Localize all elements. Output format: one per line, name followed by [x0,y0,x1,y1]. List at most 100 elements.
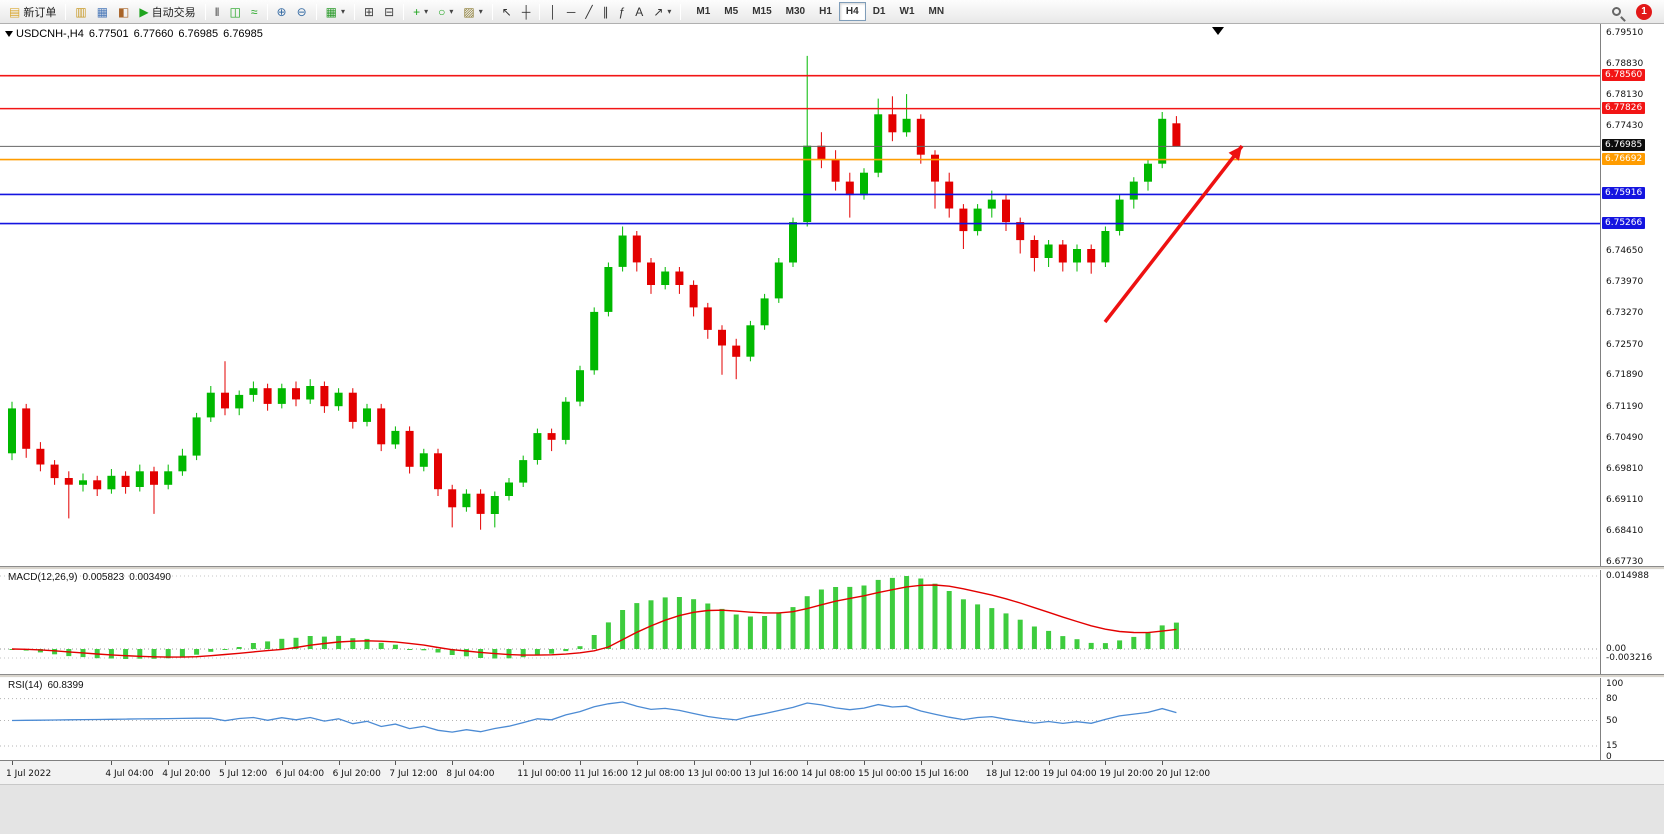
candle-down [1016,222,1025,241]
timeframe-h1[interactable]: H1 [819,6,832,17]
price-label: 6.67730 [1606,557,1644,567]
timeframe-m30[interactable]: M30 [785,6,806,17]
candle-down [732,345,741,357]
chart-shift-icon[interactable]: ⊟ [379,2,399,22]
dropdown-caret-icon[interactable]: ▾ [449,7,454,16]
macd-axis[interactable]: 0.014988 0.00 -0.003216 [1600,570,1664,674]
timeframe-group: M1 M5 M15 M30 H1 H4 D1 W1 MN [689,2,951,21]
candle-down [831,159,840,182]
time-tick [1048,761,1050,765]
candle-up [277,388,286,404]
macd-axis-label: 0.00 [1606,644,1627,654]
templates-icon[interactable]: ▨ ▾ [458,2,487,22]
arrows-icon[interactable]: ↗ ▾ [648,2,676,22]
time-label: 15 Jul 16:00 [914,769,969,779]
timeframe-w1[interactable]: W1 [899,6,915,17]
macd-histogram-bar [691,599,697,649]
candle-up [391,430,400,445]
tile-windows-icon[interactable]: ▦ ▾ [321,2,350,22]
candle-up [306,386,315,400]
dropdown-caret-icon[interactable]: ▾ [424,7,429,16]
candle-up [192,417,201,456]
macd-histogram-bar [719,608,725,649]
rsi-axis[interactable]: 100 80 50 15 0 [1600,678,1664,762]
fibonacci-icon[interactable]: ƒ [614,2,631,22]
search-button[interactable] [1607,2,1626,22]
pane-separator[interactable] [0,674,1664,678]
timeframe-m1[interactable]: M1 [696,6,711,17]
timeframe-h4[interactable]: H4 [838,2,866,21]
ohlc-open: 6.77501 [88,28,129,40]
dropdown-caret-icon[interactable]: ▾ [478,7,483,16]
indicators-icon[interactable]: + ▾ [408,2,433,22]
candle-up [1101,231,1110,263]
cursor-icon[interactable]: ↖ [497,2,517,22]
crosshair-icon[interactable]: ┼ [517,2,536,22]
text-label-icon[interactable]: A [630,2,648,22]
rsi-axis-label: 100 [1606,679,1624,689]
data-window-icon[interactable]: ▦ [92,2,113,22]
candle-down [64,478,73,485]
timeframe-d1[interactable]: D1 [872,6,886,17]
time-label: 12 Jul 08:00 [630,769,685,779]
notification-badge[interactable]: 1 [1636,3,1652,20]
macd-histogram-bar [265,641,271,649]
timeframe-m15[interactable]: M15 [752,6,772,17]
zoom-out-icon[interactable]: ⊖ [292,2,312,22]
auto-arrange-icon[interactable]: ⊞ [359,2,379,22]
tile-windows-icon: ▦ [325,4,337,19]
candle-down [817,145,826,160]
macd-histogram-bar [776,612,782,649]
time-axis[interactable]: 1 Jul 2022 4 Jul 04:00 4 Jul 20:00 5 Jul 12… [0,760,1664,784]
candle-up [1129,181,1138,200]
timeframe-mn[interactable]: MN [928,6,945,17]
autotrading-button[interactable]: ▶ 自动交易 [134,2,200,22]
channel-icon[interactable]: ∥ [598,2,614,22]
macd-histogram-bar [932,583,938,649]
dropdown-caret-icon[interactable]: ▾ [667,7,672,16]
dropdown-caret-icon[interactable]: ▾ [340,7,345,16]
rsi-axis-label: 50 [1606,715,1618,726]
price-label: 6.71190 [1606,401,1644,412]
price-line-badge[interactable]: 6.77826 [1602,101,1646,114]
periods-icon[interactable]: ○ ▾ [433,2,458,22]
price-line-badge[interactable]: 6.78560 [1602,68,1646,81]
bar-chart-icon[interactable]: ‖ [210,2,225,22]
horizontal-line-icon[interactable]: ─ [562,2,581,22]
candle-up [519,460,528,483]
candle-down [405,430,414,467]
bid-price-badge[interactable]: 6.76985 [1602,139,1646,152]
macd-histogram-bar [648,600,654,649]
price-line-badge[interactable]: 6.75266 [1602,216,1646,229]
trend-arrow[interactable] [1103,144,1244,324]
pane-separator[interactable] [0,566,1664,570]
zoom-in-icon[interactable]: ⊕ [272,2,292,22]
price-line-badge[interactable]: 6.76692 [1602,152,1646,165]
new-order-button[interactable]: ▤ 新订单 [4,2,61,22]
macd-histogram-bar [861,585,867,649]
candlestick-chart-icon[interactable]: ◫ [225,2,246,22]
market-watch-icon: ▥ [75,4,87,19]
vertical-line-icon[interactable]: │ [544,2,562,22]
timeframe-m5[interactable]: M5 [724,6,739,17]
rsi-value: 60.8399 [47,680,84,691]
candle-down [689,284,698,308]
candle-up [1044,244,1053,258]
price-axis[interactable]: 6.79510 6.78830 6.78130 6.77430 6.74650 6.739… [1600,24,1664,567]
navigator-icon[interactable]: ◧ [113,2,134,22]
trend-arrow-head [1228,146,1242,161]
line-chart-icon[interactable]: ≈ [246,2,263,22]
price-label: 6.71890 [1606,370,1644,381]
macd-axis-label: 0.014988 [1606,571,1649,581]
price-chart-plot[interactable] [0,24,1600,566]
macd-plot[interactable] [0,570,1600,674]
ohlc-high: 6.77660 [133,28,174,40]
candle-up [746,325,755,357]
candle-down [1172,123,1181,147]
trendline-icon[interactable]: ╱ [580,2,597,22]
price-line-badge[interactable]: 6.75916 [1602,187,1646,200]
time-tick [395,761,397,765]
market-watch-icon[interactable]: ▥ [70,2,91,22]
rsi-plot[interactable] [0,678,1600,760]
candle-down [121,475,130,487]
